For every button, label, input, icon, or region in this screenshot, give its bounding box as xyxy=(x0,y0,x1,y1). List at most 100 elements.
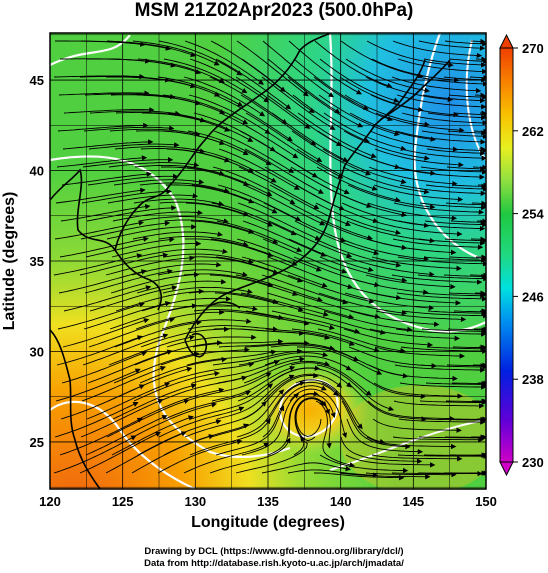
streamline xyxy=(166,334,257,348)
streamline xyxy=(114,320,202,348)
y-tick-label: 25 xyxy=(30,435,44,450)
colorbar: 230 238 246 254 262 270 xyxy=(499,33,544,477)
streamline xyxy=(133,198,225,207)
streamline xyxy=(84,268,173,294)
streamline xyxy=(426,148,486,156)
streamline xyxy=(139,356,227,384)
streamline xyxy=(215,58,292,110)
streamline xyxy=(422,292,486,299)
streamline xyxy=(57,122,149,132)
streamline xyxy=(419,399,486,406)
streamline xyxy=(395,130,486,145)
streamline xyxy=(106,224,197,240)
streamline xyxy=(271,112,349,162)
streamline xyxy=(162,94,249,125)
streamline xyxy=(163,58,248,94)
streamline xyxy=(421,328,486,335)
streamline xyxy=(235,76,311,129)
streamline xyxy=(365,274,456,290)
streamline xyxy=(319,256,408,283)
streamline xyxy=(295,184,379,224)
streamline xyxy=(450,219,486,225)
streamline xyxy=(56,335,143,366)
streamline xyxy=(192,148,277,183)
streamline xyxy=(105,431,187,474)
streamline xyxy=(135,309,225,330)
streamline xyxy=(239,328,331,340)
streamline xyxy=(398,418,486,425)
streamline xyxy=(349,112,436,142)
streamline xyxy=(245,112,323,163)
streamline xyxy=(213,130,295,173)
streamline xyxy=(132,402,218,438)
y-axis-ticks: 25 30 35 40 45 xyxy=(30,73,44,450)
streamline xyxy=(237,365,321,402)
streamline xyxy=(55,187,146,204)
streamline xyxy=(137,58,225,83)
streamline xyxy=(372,220,463,237)
credit-drawing: Drawing by DCL (https://www.gfd-dennou.o… xyxy=(144,546,404,557)
streamline xyxy=(111,415,194,456)
streamline xyxy=(369,130,459,152)
streamline xyxy=(397,58,486,75)
streamline xyxy=(83,301,171,330)
streamline xyxy=(165,361,255,384)
streamline xyxy=(184,400,267,438)
streamline xyxy=(392,436,484,443)
streamline xyxy=(294,220,380,256)
streamline xyxy=(81,188,172,204)
colorbar-tick-label: 270 xyxy=(522,41,544,56)
streamline xyxy=(391,76,482,94)
streamline xyxy=(159,201,249,217)
streamline xyxy=(374,346,465,359)
streamline xyxy=(396,292,486,302)
streamline xyxy=(418,40,486,51)
streamline xyxy=(423,256,486,263)
streamline xyxy=(216,220,303,252)
streamline xyxy=(470,38,486,45)
streamline xyxy=(366,436,457,450)
streamline xyxy=(318,94,400,137)
streamline xyxy=(88,142,180,150)
streamline xyxy=(424,417,486,423)
streamline xyxy=(344,94,430,127)
streamline xyxy=(240,94,317,146)
streamline xyxy=(446,166,486,172)
streamline xyxy=(63,107,155,114)
streamline xyxy=(164,390,252,420)
streamline xyxy=(265,328,355,346)
streamline xyxy=(57,302,145,330)
streamline xyxy=(372,418,462,433)
streamline xyxy=(269,184,352,227)
streamline xyxy=(316,364,395,412)
streamline xyxy=(132,40,220,66)
streamline xyxy=(321,184,407,218)
streamline xyxy=(189,58,270,103)
streamline xyxy=(59,417,143,456)
streamline xyxy=(448,94,486,100)
y-tick-label: 30 xyxy=(30,344,44,359)
x-axis-ticks: 120 125 130 135 140 145 150 xyxy=(39,494,497,509)
streamline xyxy=(109,303,198,330)
streamline xyxy=(397,256,486,267)
streamline xyxy=(138,216,229,224)
streamline xyxy=(293,397,327,456)
streamline xyxy=(54,220,145,240)
streamline xyxy=(183,76,266,117)
streamline xyxy=(346,418,424,455)
streamline xyxy=(392,40,483,59)
colorbar-tick-label: 230 xyxy=(522,455,544,470)
colorbar-min-arrow xyxy=(499,461,514,477)
streamline xyxy=(444,40,486,47)
streamline xyxy=(297,112,377,159)
streamline xyxy=(370,292,461,306)
y-tick-label: 45 xyxy=(30,73,44,88)
streamline xyxy=(79,431,161,474)
streamline xyxy=(216,374,295,420)
streamline xyxy=(106,40,197,57)
streamline xyxy=(451,183,486,190)
streamline xyxy=(60,203,151,222)
streamline xyxy=(366,238,457,256)
streamline xyxy=(236,380,306,438)
streamline xyxy=(444,237,486,244)
